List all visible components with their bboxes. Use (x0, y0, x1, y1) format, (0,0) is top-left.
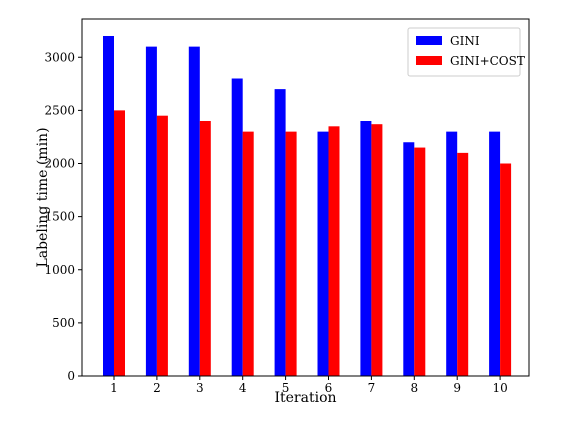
bars-layer (103, 36, 512, 376)
x-tick-label: 2 (153, 381, 161, 395)
x-tick-label: 1 (110, 381, 118, 395)
y-tick-label: 0 (67, 369, 75, 383)
y-tick-label: 500 (52, 316, 75, 330)
bar-gini-cost-1 (114, 110, 125, 376)
x-tick-label: 9 (453, 381, 461, 395)
bar-gini-cost-8 (414, 147, 426, 376)
bar-gini-3 (188, 46, 200, 376)
x-axis-label: Iteration (274, 390, 336, 406)
bar-gini-4 (231, 78, 243, 376)
bar-gini-cost-7 (371, 124, 383, 376)
y-tick-label: 2500 (44, 103, 75, 117)
bar-gini-9 (446, 131, 458, 376)
bar-gini-2 (145, 46, 157, 376)
y-tick-label: 2000 (44, 157, 75, 171)
bar-gini-6 (317, 131, 329, 376)
bar-gini-cost-3 (199, 121, 211, 376)
y-tick-label: 1500 (44, 210, 75, 224)
legend-swatch-gini-cost (416, 56, 442, 65)
x-tick-label: 10 (492, 381, 507, 395)
bar-gini-cost-4 (242, 131, 254, 376)
legend: GINI GINI+COST (407, 27, 525, 77)
bar-gini-cost-5 (285, 131, 297, 376)
bar-gini-10 (489, 131, 501, 376)
bar-gini-cost-2 (156, 115, 168, 376)
y-tick-label: 1000 (44, 263, 75, 277)
y-axis-label: Labeling time (min) (35, 127, 51, 267)
x-axis: 1 2 3 4 5 6 7 8 9 10 (110, 376, 508, 395)
x-tick-label: 3 (196, 381, 204, 395)
x-tick-label: 4 (239, 381, 247, 395)
bar-gini-1 (103, 36, 114, 376)
bar-gini-8 (403, 142, 415, 376)
bar-gini-cost-10 (500, 163, 512, 376)
legend-swatch-gini (416, 36, 442, 45)
bar-gini-cost-9 (457, 152, 469, 376)
legend-label-gini-cost: GINI+COST (450, 54, 525, 68)
x-tick-label: 8 (410, 381, 418, 395)
y-axis: 0 500 1000 1500 2000 2500 3000 (44, 50, 82, 383)
x-tick-label: 7 (368, 381, 376, 395)
bar-gini-5 (274, 89, 286, 376)
bar-gini-7 (360, 121, 372, 376)
legend-label-gini: GINI (450, 34, 480, 48)
plot-frame (81, 18, 530, 377)
bar-gini-cost-6 (328, 126, 340, 376)
y-tick-label: 3000 (44, 50, 75, 64)
x-tick-label: 6 (325, 381, 333, 395)
x-tick-label: 5 (282, 381, 290, 395)
